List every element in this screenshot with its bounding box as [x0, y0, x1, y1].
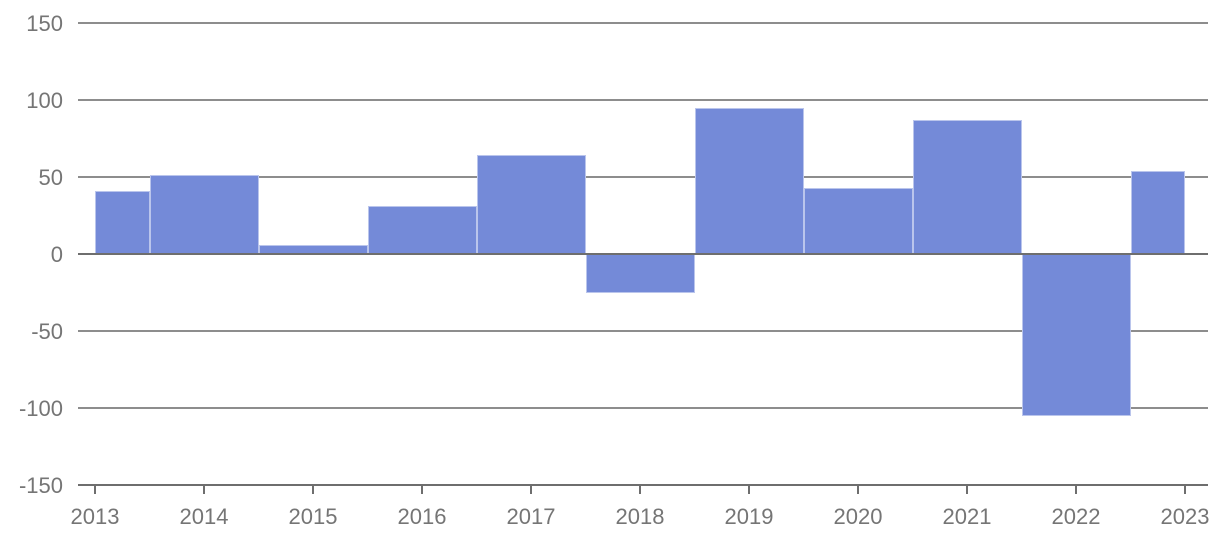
bar-2020 — [803, 187, 913, 254]
x-axis-label-2021: 2021 — [942, 504, 992, 529]
x-axis-label-2020: 2020 — [833, 504, 883, 529]
y-axis-label-150: 150 — [26, 11, 63, 36]
y-axis-label-50: 50 — [38, 165, 63, 190]
zero-baseline — [78, 253, 1208, 255]
bar-2022 — [1021, 254, 1131, 416]
x-tick-2017 — [530, 485, 532, 494]
x-tick-2020 — [857, 485, 859, 494]
x-tick-2022 — [1075, 485, 1077, 494]
bar-2013 — [95, 190, 150, 254]
y-axis-label-0: 0 — [50, 242, 63, 267]
x-tick-2023 — [1184, 485, 1186, 494]
x-axis-label-2023: 2023 — [1160, 504, 1210, 529]
x-axis-label-2016: 2016 — [397, 504, 447, 529]
x-tick-2013 — [94, 485, 96, 494]
x-axis-label-2022: 2022 — [1051, 504, 1101, 529]
bar-2021 — [912, 120, 1022, 254]
gridline--100 — [78, 407, 1208, 409]
bar-2017 — [476, 155, 586, 254]
y-axis-label--50: -50 — [31, 319, 63, 344]
x-tick-2014 — [203, 485, 205, 494]
gridline-150 — [78, 22, 1208, 24]
x-axis-label-2017: 2017 — [506, 504, 556, 529]
x-axis-label-2014: 2014 — [179, 504, 229, 529]
x-axis-label-2013: 2013 — [70, 504, 120, 529]
x-axis-line — [78, 484, 1208, 486]
bar-2014 — [149, 175, 259, 254]
x-tick-2015 — [312, 485, 314, 494]
y-axis-label--100: -100 — [18, 396, 63, 421]
gridline--50 — [78, 330, 1208, 332]
bar-2018 — [585, 254, 695, 293]
gridline-50 — [78, 176, 1208, 178]
x-tick-2016 — [421, 485, 423, 494]
x-tick-2021 — [966, 485, 968, 494]
x-tick-2018 — [639, 485, 641, 494]
y-axis-label--150: -150 — [18, 473, 63, 498]
bar-2016 — [367, 206, 477, 254]
x-axis-label-2018: 2018 — [615, 504, 665, 529]
x-axis-label-2015: 2015 — [288, 504, 338, 529]
x-tick-2019 — [748, 485, 750, 494]
gridline-100 — [78, 99, 1208, 101]
bar-2019 — [694, 107, 804, 254]
x-axis-label-2019: 2019 — [724, 504, 774, 529]
y-axis-label-100: 100 — [26, 88, 63, 113]
bar-2023 — [1130, 170, 1185, 254]
